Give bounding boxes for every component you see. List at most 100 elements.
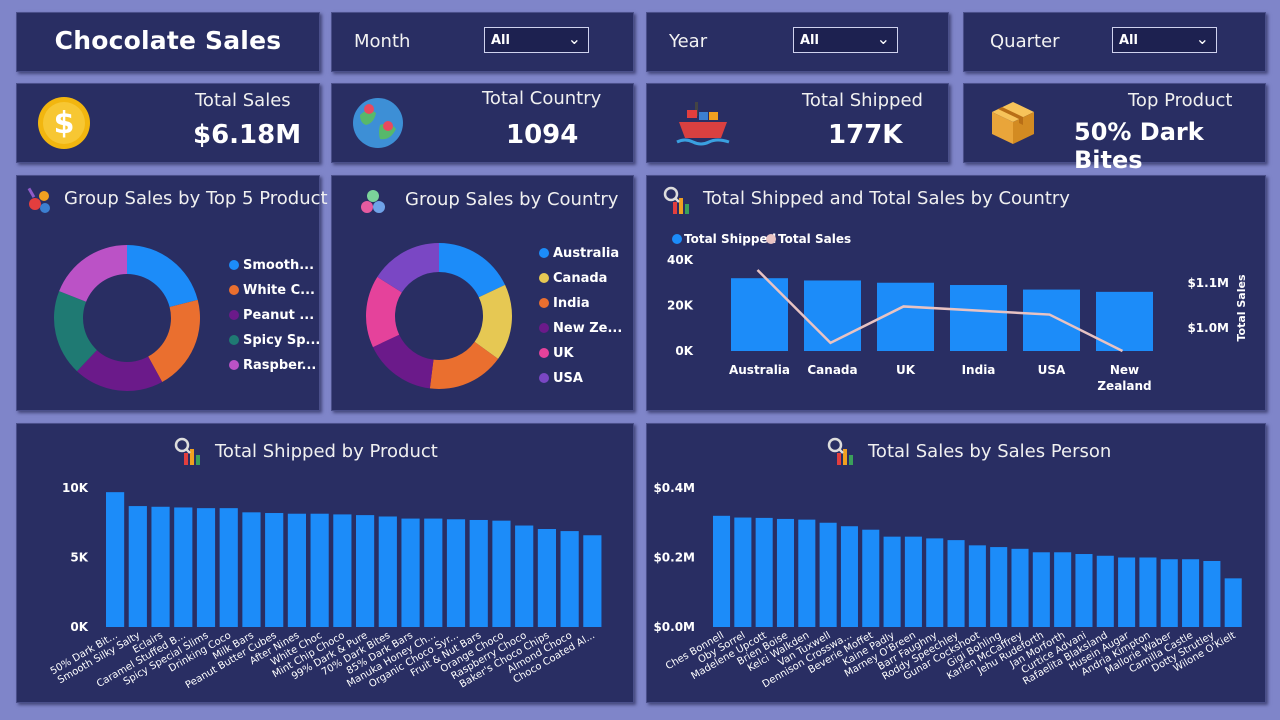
bar[interactable] [537, 529, 556, 627]
kpi-total-sales: $ Total Sales $6.18M [16, 83, 320, 163]
bar[interactable] [798, 519, 816, 627]
donut-slice[interactable] [148, 299, 200, 382]
legend-item[interactable]: India [539, 296, 622, 321]
bar[interactable] [446, 519, 466, 627]
bar[interactable] [151, 506, 170, 627]
bar[interactable] [819, 522, 837, 627]
bar[interactable] [583, 535, 602, 627]
bar[interactable] [883, 536, 901, 627]
donut-slice[interactable] [372, 334, 434, 389]
legend-item[interactable]: New Ze... [539, 321, 622, 346]
bar[interactable] [950, 285, 1007, 351]
bar[interactable] [862, 529, 880, 627]
bar[interactable] [1160, 559, 1178, 627]
legend-label: Canada [553, 271, 608, 286]
bar[interactable] [776, 518, 795, 627]
legend-label: Smooth... [243, 258, 315, 273]
bar[interactable] [1075, 554, 1093, 627]
bar[interactable] [968, 545, 986, 627]
kpi-total-country-label: Total Country [482, 88, 602, 109]
y-tick-label: 40K [667, 253, 694, 267]
month-dropdown[interactable]: All ⌄ [484, 27, 589, 53]
bar[interactable] [1023, 289, 1080, 351]
top5-product-legend: Smooth... White C... Peanut ... Spicy Sp...… [229, 258, 320, 383]
bar[interactable] [904, 536, 922, 627]
legend-item[interactable]: UK [539, 346, 622, 371]
legend-item[interactable]: Smooth... [229, 258, 320, 283]
bar[interactable] [877, 282, 934, 351]
bar[interactable] [713, 515, 731, 627]
donut-slice[interactable] [53, 291, 97, 372]
bar[interactable] [128, 506, 147, 627]
bar[interactable] [378, 516, 397, 627]
bar[interactable] [492, 520, 511, 627]
bar[interactable] [1139, 557, 1157, 628]
kpi-total-country-value: 1094 [506, 120, 579, 150]
bar[interactable] [947, 540, 965, 627]
country-sales-donut[interactable] [359, 236, 519, 396]
chevron-down-icon: ⌄ [876, 29, 890, 48]
legend-item[interactable]: Australia [539, 246, 622, 271]
bar[interactable] [731, 278, 788, 351]
donut-slice[interactable] [127, 245, 198, 308]
donut-slice[interactable] [366, 276, 402, 348]
bar[interactable] [219, 508, 238, 627]
shipped-by-product-title: Total Shipped by Product [215, 441, 438, 462]
donut-slice[interactable] [77, 350, 163, 391]
legend-label: White C... [243, 283, 315, 298]
bar[interactable] [1011, 548, 1029, 627]
bar[interactable] [990, 547, 1008, 627]
bar[interactable] [1054, 552, 1072, 627]
globe-icon [353, 98, 403, 148]
legend-item[interactable]: Raspber... [229, 358, 320, 383]
bar[interactable] [401, 518, 420, 627]
top5-product-donut[interactable] [47, 238, 207, 398]
bar[interactable] [196, 508, 216, 627]
bar[interactable] [734, 517, 752, 627]
donut-slice[interactable] [474, 284, 512, 359]
bar[interactable] [265, 513, 284, 627]
bar[interactable] [242, 512, 261, 627]
bar[interactable] [1096, 555, 1114, 627]
bar[interactable] [560, 531, 579, 627]
sales-line[interactable] [756, 269, 1124, 353]
dollar-coin-icon: $ [38, 97, 90, 149]
chevron-down-icon: ⌄ [567, 29, 581, 48]
bar[interactable] [515, 525, 534, 627]
legend-item[interactable]: Spicy Sp... [229, 333, 320, 358]
bar[interactable] [1224, 578, 1242, 627]
bar[interactable] [356, 515, 375, 627]
legend-item[interactable]: Peanut ... [229, 308, 320, 333]
bar[interactable] [469, 519, 488, 627]
shipped-sales-country-chart[interactable]: Total Shipped Total Sales40K20K0KAustrali… [647, 220, 1265, 410]
donut-slice[interactable] [429, 341, 499, 389]
bar[interactable] [1032, 552, 1050, 627]
legend-swatch [539, 273, 549, 283]
bar[interactable] [310, 513, 329, 627]
bar[interactable] [755, 517, 773, 627]
bar[interactable] [926, 538, 944, 627]
quarter-dropdown[interactable]: All ⌄ [1112, 27, 1217, 53]
bar[interactable] [287, 513, 306, 627]
legend-item[interactable]: Canada [539, 271, 622, 296]
year-dropdown[interactable]: All ⌄ [793, 27, 898, 53]
donut-slice[interactable] [377, 243, 439, 293]
y-tick-label: 10K [62, 481, 89, 495]
donut-slice[interactable] [59, 245, 128, 302]
bar[interactable] [840, 526, 858, 627]
bar[interactable] [333, 514, 352, 627]
legend-item[interactable]: White C... [229, 283, 320, 308]
bar[interactable] [1182, 559, 1200, 627]
bar[interactable] [804, 280, 861, 351]
x-tick-label: UK [896, 363, 916, 377]
bar[interactable] [1203, 560, 1221, 627]
legend-item[interactable]: USA [539, 371, 622, 396]
bar[interactable] [1118, 557, 1136, 628]
y-tick-label: 0K [70, 620, 88, 634]
donut-slice[interactable] [439, 243, 506, 298]
bar[interactable] [106, 492, 125, 627]
bar[interactable] [424, 518, 443, 627]
bar[interactable] [174, 507, 193, 627]
